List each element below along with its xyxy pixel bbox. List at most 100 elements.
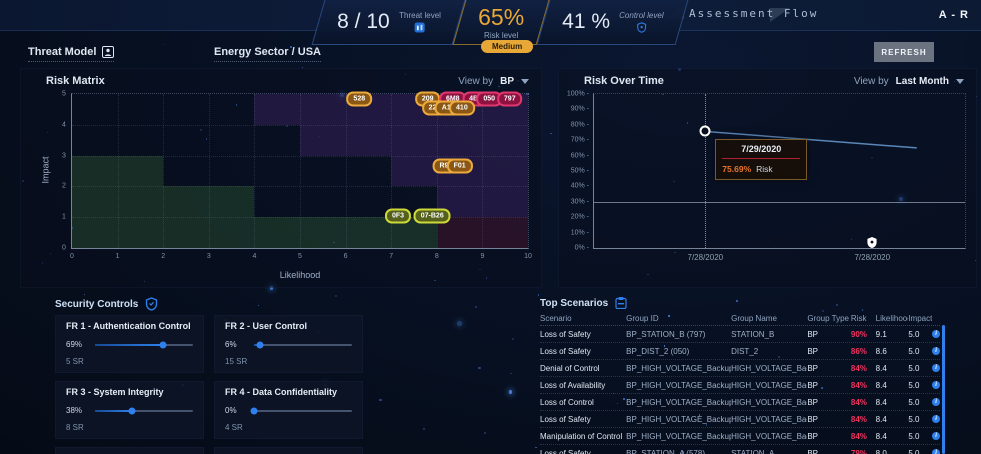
table-row[interactable]: Loss of Safety BP_HIGH_VOLTAGE_Backup (4B… (540, 411, 940, 428)
flow-decor-right-triangle-icon (770, 8, 790, 22)
table-cell: BP (807, 448, 818, 454)
info-icon[interactable]: i (932, 347, 940, 355)
info-icon[interactable]: i (932, 330, 940, 338)
threat-level-panel: 8 / 10 Threat level (311, 0, 466, 45)
table-cell: BP (807, 346, 818, 356)
table-cell: 5.0 (908, 346, 920, 356)
column-header: Group Name (731, 313, 777, 323)
x-tick-label: 1 (115, 253, 120, 260)
table-scrollbar[interactable] (942, 325, 945, 454)
control-level-panel: 41 % Control level (536, 0, 690, 45)
risk-matrix-badge[interactable]: 07-B26 (413, 208, 451, 224)
risk-matrix-ylabel: Impact (40, 156, 51, 184)
slider-thumb[interactable] (256, 341, 264, 348)
security-shield-icon (146, 297, 158, 311)
x-tick-label: 10 (524, 253, 532, 260)
table-row[interactable]: Loss of Safety BP_STATION_A (578) STATION_… (540, 445, 940, 454)
gridline (163, 94, 165, 248)
sr-count: 5 SR (66, 357, 84, 366)
threat-model-person-icon (102, 46, 115, 58)
risk-matrix-badge[interactable]: 410 (449, 100, 475, 116)
slider-thumb[interactable] (128, 407, 136, 414)
slider-thumb[interactable] (250, 407, 258, 414)
chevron-down-icon (956, 79, 964, 84)
risk-zone (436, 217, 528, 248)
refresh-button[interactable]: REFRESH (874, 42, 934, 62)
table-cell: 9.1 (875, 329, 887, 339)
gridline (72, 186, 528, 188)
control-slider[interactable] (95, 341, 193, 348)
table-cell: 5.0 (908, 397, 920, 407)
table-cell: BP_HIGH_VOLTAGE_Backup (4B6) (626, 431, 732, 441)
risk-matrix-badge[interactable]: 0F3 (385, 208, 412, 224)
assessment-flow-link[interactable]: Assessment Flow (689, 7, 819, 20)
risk-over-time-plot: 7/29/2020 75.69% Risk 100% - 90% - 80% - 70%… (567, 91, 966, 262)
user-initials[interactable]: A - R (938, 9, 969, 21)
table-cell: Denial of Control (540, 363, 600, 373)
table-row[interactable]: Manipulation of Control BP_HIGH_VOLTAGE_B… (540, 428, 940, 445)
table-row[interactable]: Loss of Availability BP_HIGH_VOLTAGE_Back… (540, 377, 940, 394)
tooltip-label: Risk (756, 163, 773, 174)
table-row[interactable]: Loss of Control BP_HIGH_VOLTAGE_Backup (4… (540, 394, 940, 411)
star-dot (550, 132, 552, 134)
risk-matrix-badge[interactable]: 797 (496, 91, 523, 107)
y-tick-label: 80% - (570, 121, 589, 129)
info-icon[interactable]: i (932, 449, 940, 454)
security-control-card: FR 5 - Restricted Data Flow100%0 SR (55, 447, 204, 454)
security-control-card: FR 3 - System Integrity 38% 8 SR (55, 381, 204, 439)
risk-matrix-badge[interactable]: 528 (346, 91, 373, 107)
y-tick-label: 3 (62, 152, 66, 160)
y-tick-label: 10% - (570, 229, 589, 237)
table-cell: BP (807, 380, 818, 390)
column-header: Group Type (807, 313, 849, 323)
y-tick-label: 2 (62, 182, 66, 190)
table-cell: 5.0 (908, 329, 920, 339)
y-tick-label: 50% - (570, 167, 589, 175)
control-slider[interactable] (95, 407, 193, 414)
control-shield-icon (637, 22, 647, 33)
risk-zone (72, 186, 255, 218)
gridline (391, 94, 393, 248)
star-dot (836, 304, 838, 306)
table-row[interactable]: Loss of Safety BP_STATION_B (797) STATION_… (540, 326, 940, 343)
info-icon[interactable]: i (932, 415, 940, 423)
risk-matrix-badge[interactable]: F01 (446, 158, 473, 174)
slider-thumb[interactable] (159, 341, 167, 348)
table-cell: 90% (850, 329, 867, 339)
shield-marker-icon[interactable] (867, 236, 878, 254)
info-icon[interactable]: i (932, 432, 940, 440)
table-row[interactable]: Denial of Control BP_HIGH_VOLTAGE_Backup … (540, 360, 940, 377)
table-row[interactable]: Loss of Safety BP_DIST_2 (050) DIST_2 BP 86%… (540, 343, 940, 360)
slider-fill (95, 343, 163, 346)
table-cell: 8.0 (875, 448, 887, 454)
table-cell: BP (807, 329, 818, 339)
risk-matrix-viewby-dropdown[interactable]: View by BP (458, 76, 529, 87)
risk-severity-badge: Medium (481, 40, 534, 53)
control-slider[interactable] (250, 407, 352, 414)
star-dot (535, 446, 537, 449)
control-title: FR 4 - Data Confidentiality (225, 387, 338, 397)
y-tick-label: 5 (62, 90, 66, 98)
scenarios-clipboard-icon (615, 297, 627, 309)
y-tick-label: 40% - (570, 182, 589, 190)
data-point-marker[interactable] (699, 125, 711, 137)
column-header: Impact (908, 313, 933, 323)
gridline (482, 94, 484, 248)
header-stats-strip: 8 / 10 Threat level 65% Risk level 41 % … (311, 0, 690, 53)
info-icon[interactable]: i (932, 364, 940, 372)
chevron-down-icon (521, 79, 529, 84)
info-icon[interactable]: i (932, 381, 940, 389)
control-slider[interactable] (254, 341, 352, 348)
column-header: Scenario (540, 313, 572, 323)
threat-model-value[interactable]: Energy Sector / USA (214, 46, 321, 62)
risk-level-label: Risk level (484, 31, 519, 40)
risk-matrix-title: Risk Matrix (46, 75, 105, 87)
threat-model-label: Threat Model (28, 46, 97, 58)
gridline (345, 94, 347, 248)
table-cell: BP_HIGH_VOLTAGE_Backup (4B6) (626, 414, 732, 424)
x-tick-label: 0 (70, 253, 74, 260)
x-tick-label: 7/28/2020 (854, 253, 891, 262)
info-icon[interactable]: i (932, 398, 940, 406)
x-tick-label: 9 (480, 253, 485, 260)
risk-over-time-viewby-dropdown[interactable]: View by Last Month (854, 76, 964, 87)
